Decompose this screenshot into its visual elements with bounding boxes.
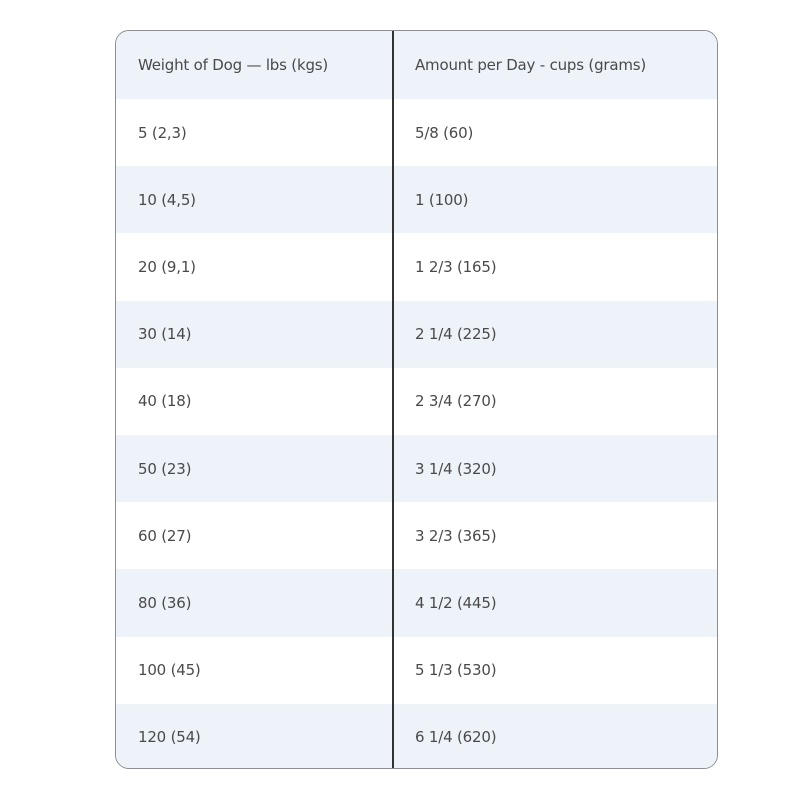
table-row: 10 (4,5) 1 (100)	[116, 166, 717, 234]
amount-cell: 3 2/3 (365)	[415, 526, 497, 545]
amount-cell: 2 3/4 (270)	[415, 392, 497, 411]
weight-cell: 50 (23)	[138, 459, 192, 478]
amount-cell: 1 (100)	[415, 190, 469, 209]
amount-cell: 3 1/4 (320)	[415, 459, 497, 478]
amount-cell: 6 1/4 (620)	[415, 728, 497, 747]
amount-cell: 1 2/3 (165)	[415, 257, 497, 276]
table-row: 5 (2,3) 5/8 (60)	[116, 99, 717, 166]
weight-cell: 40 (18)	[138, 392, 192, 411]
table-row: 80 (36) 4 1/2 (445)	[116, 569, 717, 637]
table-row: 100 (45) 5 1/3 (530)	[116, 637, 717, 704]
table-row: 20 (9,1) 1 2/3 (165)	[116, 233, 717, 300]
weight-cell: 100 (45)	[138, 661, 201, 680]
amount-cell: 4 1/2 (445)	[415, 593, 497, 612]
weight-cell: 60 (27)	[138, 526, 192, 545]
amount-cell: 2 1/4 (225)	[415, 325, 497, 344]
header-weight: Weight of Dog — lbs (kgs)	[138, 56, 329, 74]
table-row: 120 (54) 6 1/4 (620)	[116, 703, 717, 768]
weight-cell: 10 (4,5)	[138, 190, 196, 209]
header-amount: Amount per Day - cups (grams)	[415, 56, 647, 74]
weight-cell: 120 (54)	[138, 728, 201, 747]
weight-cell: 80 (36)	[138, 593, 192, 612]
table-row: 60 (27) 3 2/3 (365)	[116, 502, 717, 569]
amount-cell: 5/8 (60)	[415, 123, 474, 142]
weight-cell: 30 (14)	[138, 325, 192, 344]
table-row: 40 (18) 2 3/4 (270)	[116, 368, 717, 435]
table-row: 50 (23) 3 1/4 (320)	[116, 434, 717, 503]
feeding-table: Weight of Dog — lbs (kgs) Amount per Day…	[115, 30, 718, 769]
table-row: 30 (14) 2 1/4 (225)	[116, 300, 717, 368]
column-divider	[392, 31, 394, 768]
weight-cell: 20 (9,1)	[138, 257, 196, 276]
amount-cell: 5 1/3 (530)	[415, 661, 497, 680]
table-header-row: Weight of Dog — lbs (kgs) Amount per Day…	[116, 31, 717, 99]
weight-cell: 5 (2,3)	[138, 123, 187, 142]
